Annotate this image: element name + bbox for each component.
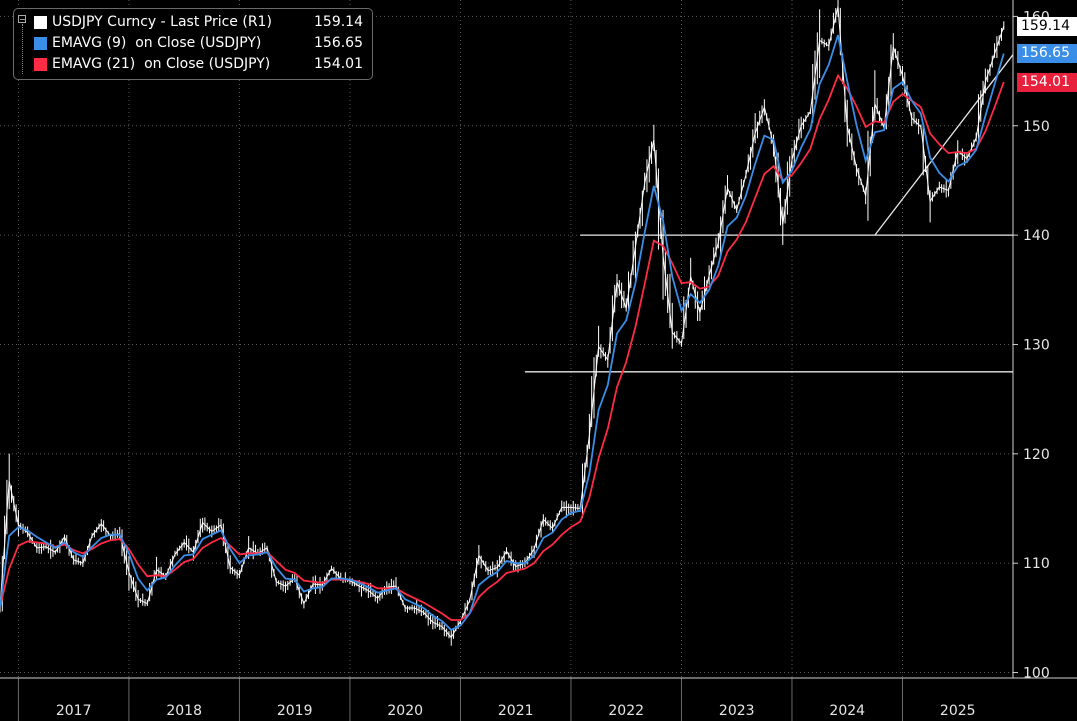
- chart-legend: − USDJPY Curncy - Last Price (R1) 159.14…: [13, 8, 373, 80]
- legend-label-price: USDJPY Curncy - Last Price (R1): [52, 14, 272, 30]
- x-tick-label: 2022: [608, 703, 644, 719]
- trend-line: [874, 54, 1014, 236]
- y-tick-label: 140: [1023, 228, 1050, 244]
- legend-swatch-price: [34, 15, 47, 29]
- legend-swatch-ema21: [34, 57, 47, 71]
- x-tick-label: 2025: [940, 703, 976, 719]
- ema21-price-tag: 154.01: [1017, 72, 1077, 92]
- y-tick-label: 110: [1023, 556, 1050, 572]
- price-series-line[interactable]: [0, 6, 1005, 639]
- y-tick-label: 100: [1023, 666, 1050, 682]
- legend-value-ema21: 154.01: [314, 56, 363, 72]
- x-tick-label: 2021: [498, 703, 534, 719]
- legend-tree-connector: [22, 24, 30, 74]
- y-tick-label: 120: [1023, 447, 1050, 463]
- legend-value-ema9: 156.65: [314, 35, 363, 51]
- legend-swatch-ema9: [34, 36, 47, 50]
- legend-value-price: 159.14: [314, 14, 363, 30]
- x-tick-label: 2020: [387, 703, 423, 719]
- ema9-series-line[interactable]: [0, 34, 1005, 631]
- x-tick-label: 2023: [719, 703, 755, 719]
- x-tick-label: 2017: [56, 703, 92, 719]
- x-tick-label: 2019: [277, 703, 313, 719]
- legend-collapse-toggle[interactable]: −: [18, 15, 26, 24]
- y-tick-label: 150: [1023, 119, 1050, 135]
- x-tick-label: 2018: [166, 703, 202, 719]
- legend-item-price[interactable]: USDJPY Curncy - Last Price (R1) 159.14: [34, 13, 368, 31]
- last-price-tag: 159.14: [1017, 16, 1077, 36]
- legend-item-ema21[interactable]: EMAVG (21) on Close (USDJPY) 154.01: [34, 55, 368, 73]
- legend-label-ema9: EMAVG (9) on Close (USDJPY): [52, 35, 262, 51]
- legend-item-ema9[interactable]: EMAVG (9) on Close (USDJPY) 156.65: [34, 34, 368, 52]
- legend-label-ema21: EMAVG (21) on Close (USDJPY): [52, 56, 271, 72]
- y-tick-label: 130: [1023, 337, 1050, 353]
- ema9-price-tag: 156.65: [1017, 44, 1077, 64]
- x-tick-label: 2024: [829, 703, 865, 719]
